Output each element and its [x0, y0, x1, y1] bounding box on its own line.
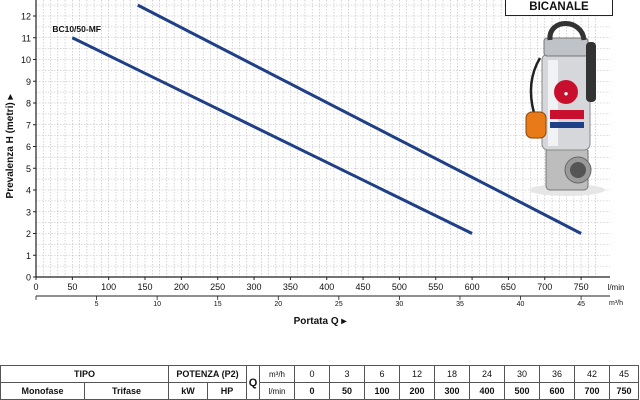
x2-tick-label: 25 — [335, 301, 343, 308]
trifase-header: Trifase — [84, 382, 169, 400]
chart-series — [71, 3, 582, 235]
pump-product-image: ● — [525, 21, 605, 196]
m3h-cell: 3 — [329, 365, 365, 383]
lmin-cell: 700 — [574, 382, 610, 400]
y-tick-label: 10 — [21, 55, 31, 65]
lmin-cell: 400 — [469, 382, 505, 400]
x2-tick-label: 30 — [396, 301, 404, 308]
y-tick-label: 12 — [21, 12, 31, 22]
spec-table-header-row-1: TIPO POTENZA (P2) Q m³/h 0 3 6 12 18 24 … — [0, 365, 639, 400]
x-tick-label: 0 — [33, 282, 38, 292]
x-tick-label: 600 — [465, 282, 480, 292]
model-badge: BICANALE — [505, 0, 613, 16]
chart-axes — [33, 0, 610, 300]
m3h-cell: 45 — [609, 365, 639, 383]
unit-lmin: l/min — [259, 382, 295, 400]
y-tick-label: 4 — [26, 186, 31, 196]
m3h-cell: 24 — [469, 365, 505, 383]
unit-m3h: m³/h — [259, 365, 295, 383]
x2-tick-label: 20 — [274, 301, 282, 308]
x-tick-label: 750 — [574, 282, 589, 292]
performance-curve-2 — [137, 3, 582, 235]
m3h-cell: 12 — [399, 365, 435, 383]
x2-tick-label: 45 — [577, 301, 585, 308]
x2-unit-label: m³/h — [609, 300, 623, 307]
x2-tick-label: 5 — [95, 301, 99, 308]
lmin-cell: 300 — [434, 382, 470, 400]
x2-tick-label: 40 — [517, 301, 525, 308]
lmin-cell: 600 — [539, 382, 575, 400]
y-tick-label: 7 — [26, 120, 31, 130]
x-tick-label: 500 — [392, 282, 407, 292]
q-header: Q — [246, 365, 260, 400]
m3h-cell: 0 — [294, 365, 330, 383]
lmin-cell: 500 — [504, 382, 540, 400]
y-tick-label: 1 — [26, 251, 31, 261]
m3h-cell: 18 — [434, 365, 470, 383]
x-tick-label: 50 — [67, 282, 77, 292]
x-tick-label: 200 — [174, 282, 189, 292]
series-label: BC10/50-MF — [52, 24, 101, 34]
performance-curve-1 — [71, 36, 473, 235]
spec-table: TIPO POTENZA (P2) Q m³/h 0 3 6 12 18 24 … — [0, 365, 639, 400]
x-axis-title: Portata Q ▸ — [294, 316, 348, 327]
lmin-cell: 50 — [329, 382, 365, 400]
y-tick-label: 6 — [26, 142, 31, 152]
y-tick-label: 8 — [26, 99, 31, 109]
kw-header: kW — [168, 382, 208, 400]
x-tick-label: 400 — [319, 282, 334, 292]
x-tick-label: 650 — [501, 282, 516, 292]
lmin-cell: 0 — [294, 382, 330, 400]
y-tick-label: 9 — [26, 77, 31, 87]
x2-tick-label: 15 — [214, 301, 222, 308]
m3h-cell: 36 — [539, 365, 575, 383]
m3h-cell: 42 — [574, 365, 610, 383]
x-tick-label: 450 — [356, 282, 371, 292]
x-tick-label: 700 — [537, 282, 552, 292]
tipo-header: TIPO — [0, 365, 169, 383]
potenza-header: POTENZA (P2) — [168, 365, 247, 383]
spec-table-header-row-2: Monofase Trifase kW HP l/min 0 50 100 20… — [0, 382, 639, 400]
x-tick-label: 250 — [210, 282, 225, 292]
x2-tick-label: 10 — [153, 301, 161, 308]
x-tick-label: 150 — [138, 282, 153, 292]
x2-tick-label: 35 — [456, 301, 464, 308]
y-tick-label: 2 — [26, 229, 31, 239]
m3h-cell: 30 — [504, 365, 540, 383]
x-tick-label: 550 — [428, 282, 443, 292]
lmin-cell: 100 — [364, 382, 400, 400]
x-tick-label: 100 — [101, 282, 116, 292]
m3h-cell: 6 — [364, 365, 400, 383]
y-tick-label: 5 — [26, 164, 31, 174]
x-tick-label: 300 — [247, 282, 262, 292]
y-axis-title: Prevalenza H (metri) ▸ — [5, 94, 16, 199]
hp-header: HP — [207, 382, 247, 400]
lmin-cell: 750 — [609, 382, 639, 400]
svg-text:●: ● — [564, 89, 569, 98]
lmin-cell: 200 — [399, 382, 435, 400]
x-unit-label: l/min — [608, 283, 625, 292]
y-tick-label: 0 — [26, 273, 31, 283]
y-tick-label: 11 — [22, 33, 31, 43]
y-tick-label: 3 — [26, 207, 31, 217]
monofase-header: Monofase — [0, 382, 85, 400]
x-tick-label: 350 — [283, 282, 298, 292]
